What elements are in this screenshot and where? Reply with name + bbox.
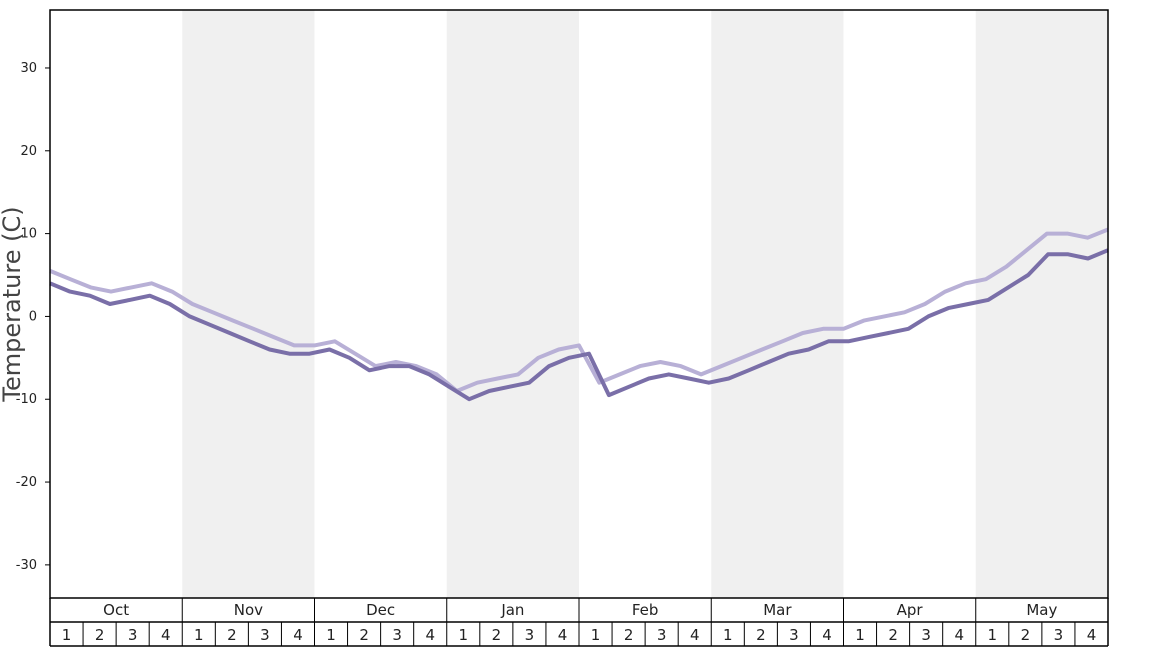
y-tick-label: 10 [20,227,37,242]
week-label: 2 [492,626,502,644]
week-label: 4 [1087,626,1097,644]
week-label: 3 [525,626,535,644]
week-label: 1 [326,626,336,644]
week-label: 4 [822,626,832,644]
week-label: 1 [62,626,72,644]
week-label: 1 [723,626,733,644]
week-label: 2 [756,626,766,644]
month-bands [182,10,1108,598]
month-band-jan [446,10,579,598]
week-label: 3 [260,626,270,644]
month-label-mar: Mar [763,601,792,619]
week-label: 1 [855,626,865,644]
y-axis-title: Temperature (C) [0,206,26,402]
week-label: 3 [128,626,138,644]
month-band-nov [182,10,315,598]
week-label: 3 [392,626,402,644]
week-label: 2 [95,626,105,644]
week-label: 4 [425,626,435,644]
average-lines [49,227,1109,402]
week-label: 1 [459,626,469,644]
week-label: 3 [921,626,931,644]
x-axis: Oct 1 2 3 4 Nov 1 2 3 4 Dec 1 2 3 4 Jan 1 2 3 4 Feb 1 2 3 4 Mar 1 2… [49,598,1109,647]
month-label-oct: Oct [103,601,129,619]
y-tick-label: -10 [16,392,37,407]
week-label: 3 [789,626,799,644]
week-label: 2 [624,626,634,644]
week-label: 3 [1054,626,1064,644]
month-label-may: May [1026,601,1057,619]
week-label: 3 [657,626,667,644]
week-label: 2 [359,626,369,644]
week-label: 4 [161,626,171,644]
month-band-mar [711,10,844,598]
week-label: 1 [988,626,998,644]
average-high-line [49,227,1109,393]
week-label: 1 [194,626,204,644]
week-label: 2 [1021,626,1031,644]
week-label: 4 [954,626,964,644]
month-label-nov: Nov [234,601,263,619]
week-label: 4 [690,626,700,644]
month-label-dec: Dec [366,601,395,619]
y-tick-label: 0 [29,309,37,324]
month-label-feb: Feb [632,601,659,619]
week-label: 4 [558,626,568,644]
plot-frame [49,9,1109,599]
week-label: 1 [591,626,601,644]
month-label-apr: Apr [897,601,924,619]
y-tick-label: 20 [20,144,37,159]
month-band-may [975,10,1108,598]
y-tick-label: 30 [20,61,37,76]
week-label: 2 [227,626,237,644]
y-axis: 30 20 10 0 -10 -20 -30 [16,61,50,573]
average-low-line [49,248,1109,402]
y-tick-label: -20 [16,475,37,490]
week-label: 4 [293,626,303,644]
week-label: 2 [888,626,898,644]
y-tick-label: -30 [16,558,37,573]
month-label-jan: Jan [500,601,524,619]
